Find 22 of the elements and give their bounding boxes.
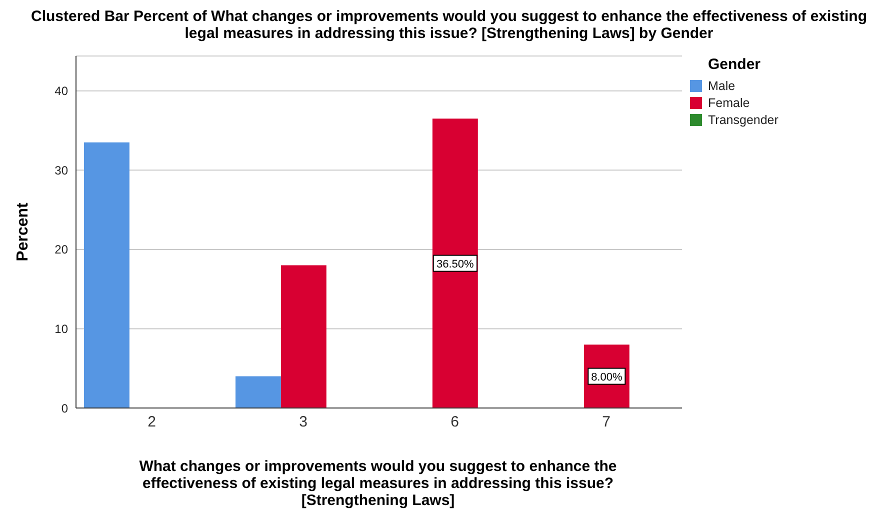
legend-label: Transgender [707,112,780,128]
legend-title: Gender [708,56,762,73]
x-axis-title: What changes or improvements would you suggest to enhance the effectiveness of existing legal measures in addressing this issue? [Strengthening Laws] [138,458,618,509]
bar [280,265,326,408]
bar [432,118,478,408]
legend-label: Male [707,78,736,94]
y-tick-label: 30 [54,163,68,178]
bar [84,142,130,408]
y-tick-label: 10 [54,322,68,336]
legend-label: Female [707,94,751,111]
y-axis-title: Percent [14,202,32,262]
y-tick-label: 20 [54,242,68,257]
y-tick-label: 40 [54,84,68,98]
x-tick-label: 2 [148,414,156,431]
x-tick-label: 3 [299,414,308,431]
y-tick-label: 0 [61,401,68,416]
x-tick-label: 7 [602,414,610,431]
x-tick-label: 6 [450,414,459,431]
chart-title: Clustered Bar Percent of What changes or improvements would you suggest to enhance the effectiveness of existing legal measures in addressing this issue? [Strengthening Laws] by Gender [30,8,868,44]
data-label: 8.00% [591,371,622,384]
data-label: 36.50% [436,258,474,270]
bar [236,376,281,408]
